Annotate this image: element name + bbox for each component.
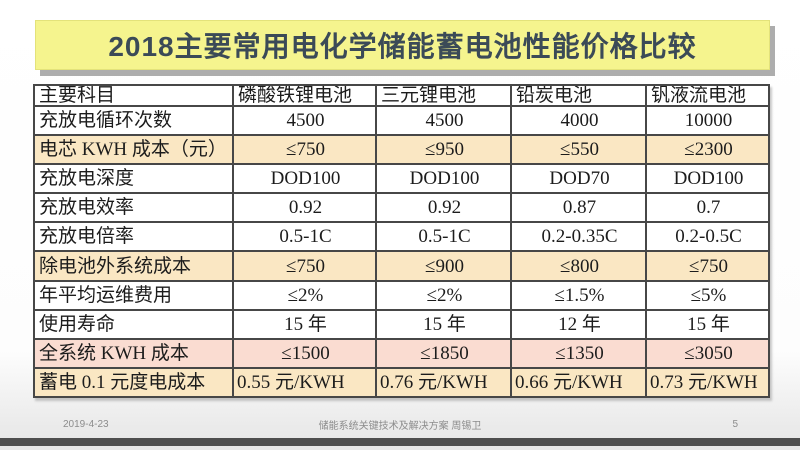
footer-page-number: 5 xyxy=(732,418,738,430)
row-label: 蓄电 0.1 元度电成本 xyxy=(33,366,234,399)
cell-value: ≤2% xyxy=(232,279,377,311)
cell-value: DOD70 xyxy=(510,163,647,195)
cell-value: 0.66 元/KWH xyxy=(510,366,647,399)
footer-presentation-title: 储能系统关键技术及解决方案 周锡卫 xyxy=(318,420,482,432)
cell-value: 10000 xyxy=(645,104,770,137)
table-row-per-kwh-storage-cost: 蓄电 0.1 元度电成本 0.55 元/KWH 0.76 元/KWH 0.66 … xyxy=(33,366,770,399)
row-label: 全系统 KWH 成本 xyxy=(33,337,234,369)
cell-value: ≤750 xyxy=(645,250,770,282)
cell-value: 0.2-0.5C xyxy=(645,221,770,253)
cell-value: 0.5-1C xyxy=(232,221,377,253)
row-label: 充放电深度 xyxy=(33,163,234,195)
row-label: 充放电效率 xyxy=(33,192,234,224)
table-row-efficiency: 充放电效率 0.92 0.92 0.87 0.7 xyxy=(33,192,770,224)
column-header-vanadium: 钒液流电池 xyxy=(645,84,770,107)
cell-value: ≤800 xyxy=(510,250,647,282)
cell-value: ≤1350 xyxy=(510,337,647,369)
row-label: 充放电倍率 xyxy=(33,221,234,253)
cell-value: ≤750 xyxy=(232,250,377,282)
cell-value: ≤5% xyxy=(645,279,770,311)
cell-value: 4500 xyxy=(232,104,377,137)
column-header-ternary: 三元锂电池 xyxy=(375,84,512,107)
cell-value: ≤1500 xyxy=(232,337,377,369)
row-label: 年平均运维费用 xyxy=(33,279,234,311)
table-row-depth-of-discharge: 充放电深度 DOD100 DOD100 DOD70 DOD100 xyxy=(33,163,770,195)
table-row-c-rate: 充放电倍率 0.5-1C 0.5-1C 0.2-0.35C 0.2-0.5C xyxy=(33,221,770,253)
cell-value: ≤900 xyxy=(375,250,512,282)
cell-value: ≤2% xyxy=(375,279,512,311)
slide-footer: 2019-4-23 储能系统关键技术及解决方案 周锡卫 5 xyxy=(0,415,800,433)
row-label: 充放电循环次数 xyxy=(33,104,234,137)
table-row-cell-kwh-cost: 电芯 KWH 成本（元） ≤750 ≤950 ≤550 ≤2300 xyxy=(33,134,770,166)
cell-value: ≤750 xyxy=(232,134,377,166)
cell-value: 4000 xyxy=(510,104,647,137)
cell-value: 0.73 元/KWH xyxy=(645,366,770,399)
slide-title: 2018主要常用电化学储能蓄电池性能价格比较 xyxy=(108,31,697,62)
table-row-annual-om-cost: 年平均运维费用 ≤2% ≤2% ≤1.5% ≤5% xyxy=(33,279,770,311)
cell-value: 12 年 xyxy=(510,308,647,340)
cell-value: DOD100 xyxy=(232,163,377,195)
cell-value: 15 年 xyxy=(645,308,770,340)
cell-value: 0.92 xyxy=(232,192,377,224)
footer-date: 2019-4-23 xyxy=(63,418,109,430)
battery-comparison-table: 主要科目 磷酸铁锂电池 三元锂电池 铅炭电池 钒液流电池 充放电循环次数 450… xyxy=(33,84,770,399)
table-row-full-system-kwh-cost: 全系统 KWH 成本 ≤1500 ≤1850 ≤1350 ≤3050 xyxy=(33,337,770,369)
slide-title-banner: 2018主要常用电化学储能蓄电池性能价格比较 xyxy=(35,20,770,70)
cell-value: 15 年 xyxy=(375,308,512,340)
cell-value: DOD100 xyxy=(375,163,512,195)
cell-value: 0.76 元/KWH xyxy=(375,366,512,399)
bottom-divider-bar xyxy=(0,438,800,446)
table-row-cycle-count: 充放电循环次数 4500 4500 4000 10000 xyxy=(33,104,770,137)
column-header-leadcarbon: 铅炭电池 xyxy=(510,84,647,107)
table-header-row: 主要科目 磷酸铁锂电池 三元锂电池 铅炭电池 钒液流电池 xyxy=(33,84,770,107)
cell-value: 15 年 xyxy=(232,308,377,340)
column-header-subject: 主要科目 xyxy=(33,84,234,107)
cell-value: ≤950 xyxy=(375,134,512,166)
table-row-service-life: 使用寿命 15 年 15 年 12 年 15 年 xyxy=(33,308,770,340)
cell-value: ≤1850 xyxy=(375,337,512,369)
row-label: 使用寿命 xyxy=(33,308,234,340)
cell-value: DOD100 xyxy=(645,163,770,195)
cell-value: 0.92 xyxy=(375,192,512,224)
cell-value: 0.55 元/KWH xyxy=(232,366,377,399)
column-header-lifepo4: 磷酸铁锂电池 xyxy=(232,84,377,107)
cell-value: ≤1.5% xyxy=(510,279,647,311)
table-row-system-cost-excl-battery: 除电池外系统成本 ≤750 ≤900 ≤800 ≤750 xyxy=(33,250,770,282)
cell-value: ≤550 xyxy=(510,134,647,166)
cell-value: 0.87 xyxy=(510,192,647,224)
row-label: 电芯 KWH 成本（元） xyxy=(33,134,234,166)
row-label: 除电池外系统成本 xyxy=(33,250,234,282)
cell-value: 0.7 xyxy=(645,192,770,224)
cell-value: ≤2300 xyxy=(645,134,770,166)
cell-value: 0.5-1C xyxy=(375,221,512,253)
cell-value: 0.2-0.35C xyxy=(510,221,647,253)
cell-value: 4500 xyxy=(375,104,512,137)
cell-value: ≤3050 xyxy=(645,337,770,369)
